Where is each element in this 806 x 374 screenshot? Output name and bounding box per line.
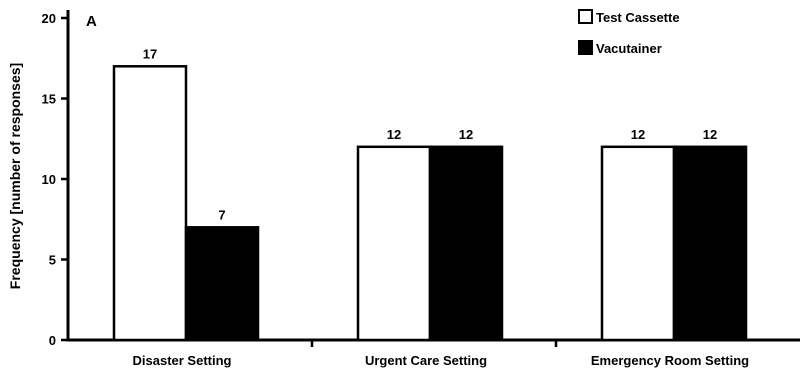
category-labels: Disaster Setting Urgent Care Setting Emerg… [133, 353, 750, 368]
data-label: 7 [218, 207, 225, 222]
data-labels: 17 7 12 12 12 12 [143, 46, 717, 222]
bar-test-cassette [356, 145, 432, 342]
panel-label: A [86, 13, 97, 30]
bar-vacutainer [184, 226, 260, 342]
bars [112, 65, 748, 347]
legend: Test Cassette Vacutainer [578, 9, 680, 56]
y-tick-label: 5 [49, 253, 56, 268]
y-tick-label: 0 [49, 333, 56, 348]
y-axis-label: Frequency [number of responses] [7, 63, 23, 289]
data-label: 12 [459, 127, 473, 142]
legend-swatch-vacutainer [578, 40, 593, 55]
bar-test-cassette [600, 145, 676, 342]
y-tick-label: 20 [42, 11, 56, 26]
data-label: 12 [631, 127, 645, 142]
data-label: 17 [143, 46, 157, 61]
bar-test-cassette [112, 65, 188, 342]
legend-label: Test Cassette [596, 10, 680, 25]
bar-vacutainer [672, 145, 748, 342]
y-tick-label: 10 [42, 172, 56, 187]
y-axis-ticks: 0 5 10 15 20 [42, 11, 68, 348]
bar-vacutainer [428, 145, 504, 342]
legend-swatch-test-cassette [578, 9, 593, 24]
y-tick-label: 15 [42, 92, 56, 107]
data-label: 12 [703, 127, 717, 142]
legend-label: Vacutainer [596, 41, 662, 56]
category-label: Disaster Setting [133, 353, 232, 368]
category-label: Urgent Care Setting [365, 353, 487, 368]
category-label: Emergency Room Setting [591, 353, 749, 368]
data-label: 12 [387, 127, 401, 142]
